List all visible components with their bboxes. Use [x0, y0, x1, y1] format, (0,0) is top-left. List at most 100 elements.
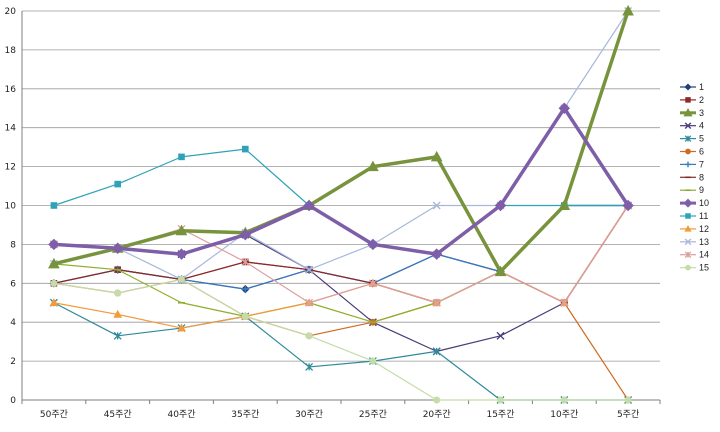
x-tick-label: 35주간 [231, 409, 259, 420]
legend-label: 8 [699, 172, 704, 182]
x-tick-label: 40주간 [167, 409, 195, 420]
data-point [241, 285, 249, 293]
y-tick-label: 18 [5, 46, 17, 56]
y-axis: 0 2 4 6 8 10 12 14 16 18 20 [5, 7, 23, 406]
legend-swatch-marker [684, 225, 692, 232]
data-point [305, 298, 314, 307]
legend-label: 10 [699, 198, 709, 208]
data-point [622, 4, 634, 16]
data-point [50, 279, 58, 287]
legend-label: 6 [699, 147, 704, 157]
legend-entry: 8 [680, 172, 704, 182]
data-point [175, 224, 188, 236]
y-tick-label: 8 [10, 240, 16, 250]
data-point [496, 331, 505, 340]
x-tick-label: 15주간 [486, 409, 514, 420]
series-10 [48, 102, 634, 260]
legend-entry: 7 [680, 159, 704, 169]
data-point [432, 201, 441, 210]
legend-label: 13 [699, 237, 709, 247]
legend-swatch-marker [685, 161, 691, 168]
data-point [558, 102, 571, 114]
legend-swatch-marker [684, 122, 692, 129]
series-line [53, 10, 630, 274]
data-point [242, 145, 249, 153]
legend-label: 14 [699, 250, 709, 260]
data-point [494, 265, 507, 277]
data-point [178, 153, 185, 161]
legend-entry: 10 [680, 198, 709, 208]
legend-entry: 11 [680, 211, 708, 221]
data-point [558, 199, 571, 210]
legend-label: 9 [699, 185, 704, 195]
x-tick-label: 20주간 [423, 409, 451, 420]
legend-entry: 15 [680, 263, 709, 273]
y-tick-label: 0 [10, 396, 16, 406]
data-point [560, 298, 569, 307]
data-point [369, 357, 377, 365]
data-point [622, 199, 634, 212]
data-point [303, 199, 315, 212]
data-point [432, 347, 441, 356]
legend-swatch-marker [684, 238, 692, 246]
y-tick-label: 4 [10, 318, 16, 328]
data-point [430, 150, 443, 162]
data-point [113, 309, 123, 318]
data-point [111, 242, 124, 254]
data-point [114, 180, 122, 188]
data-point [178, 275, 185, 283]
data-point [305, 362, 314, 371]
x-tick-label: 25주간 [359, 409, 387, 420]
y-tick-label: 6 [10, 279, 16, 289]
x-tick-label: 10주간 [550, 409, 578, 420]
y-tick-label: 10 [5, 202, 17, 212]
x-axis: 50주간 45주간 40주간 35주간 30주간 25주간 20주간 15주간 10주간 5주간 [21, 399, 661, 420]
legend-entry: 13 [680, 237, 709, 247]
data-point [497, 396, 504, 404]
data-point [113, 331, 122, 340]
legend-swatch-marker [683, 198, 693, 208]
data-point [239, 228, 252, 241]
legend-entry: 14 [680, 250, 709, 260]
legend-swatch-marker [684, 251, 692, 258]
legend-entry: 4 [680, 121, 704, 131]
data-point [305, 265, 314, 274]
data-point [49, 298, 59, 307]
series-group [48, 4, 634, 404]
data-point [241, 312, 249, 320]
data-point [560, 396, 568, 404]
data-point [48, 257, 60, 269]
data-point [430, 248, 443, 260]
data-point [494, 199, 507, 212]
series-15 [50, 275, 632, 404]
legend-entry: 12 [680, 224, 709, 234]
y-tick-label: 20 [5, 7, 17, 17]
legend-entry: 6 [680, 147, 704, 157]
data-point [175, 248, 188, 260]
legend-label: 1 [699, 82, 704, 92]
data-point [50, 202, 58, 209]
legend-label: 7 [699, 159, 704, 169]
legend-label: 12 [699, 224, 709, 234]
legend-entry: 1 [680, 82, 704, 92]
legend-swatch-marker [685, 213, 691, 219]
series-line [53, 106, 630, 256]
x-tick-label: 50주간 [40, 409, 68, 420]
legend-entry: 9 [680, 185, 704, 195]
data-point [305, 332, 313, 340]
legend-swatch-marker [683, 107, 693, 117]
data-point [241, 257, 250, 266]
y-tick-label: 12 [5, 163, 16, 173]
x-tick-label: 5주간 [617, 409, 639, 420]
data-point [177, 323, 186, 332]
legend-swatch-marker [684, 135, 692, 142]
series-line [53, 278, 629, 401]
legend-label: 2 [699, 95, 704, 105]
legend-label: 15 [699, 263, 709, 273]
legend-swatch-marker [684, 83, 692, 91]
data-point [48, 238, 60, 251]
data-point [368, 279, 377, 288]
gridlines [22, 10, 660, 362]
